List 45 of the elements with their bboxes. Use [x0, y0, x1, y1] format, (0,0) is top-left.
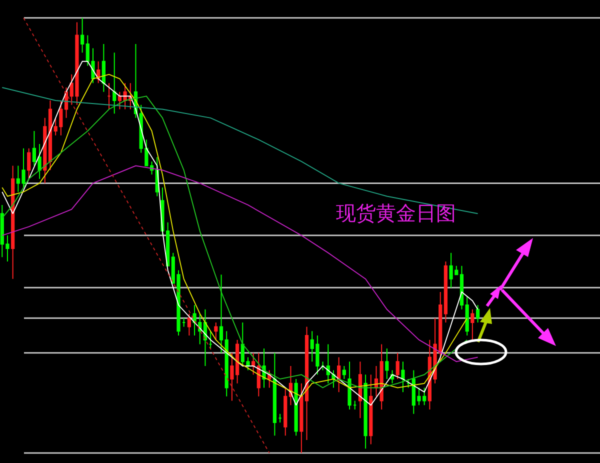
- candlestick: [27, 148, 31, 180]
- candlestick: [278, 413, 282, 424]
- candlestick: [406, 378, 410, 388]
- candlestick: [284, 387, 288, 436]
- candlestick: [252, 352, 256, 376]
- candlestick: [385, 348, 389, 380]
- candlestick: [465, 296, 469, 336]
- candlestick: [470, 308, 474, 340]
- candlestick: [396, 352, 400, 380]
- candlestick: [256, 352, 260, 397]
- candlestick: [476, 304, 480, 323]
- candlestick: [107, 82, 111, 110]
- candlestick: [203, 308, 208, 366]
- candlestick: [342, 365, 346, 380]
- candlestick: [272, 352, 276, 436]
- candlestick: [48, 100, 52, 171]
- candlestick: [187, 313, 191, 336]
- candlestick: [294, 378, 298, 436]
- candlestick: [348, 361, 352, 410]
- candlestick: [182, 318, 186, 328]
- candlestick: [369, 374, 373, 445]
- text: 现货黄金日图: [336, 200, 456, 225]
- candlestick: [118, 91, 122, 110]
- candlestick: [112, 52, 116, 114]
- candlestick: [364, 374, 368, 450]
- candlestick: [380, 344, 384, 410]
- candlestick: [300, 382, 304, 454]
- candlestick: [11, 165, 15, 280]
- candlestick: [460, 265, 464, 310]
- candlestick: [401, 361, 405, 393]
- candlestick: [43, 117, 47, 184]
- candlestick: [224, 330, 228, 397]
- candlestick: [214, 322, 218, 340]
- candlestick: [444, 261, 448, 323]
- candlestick: [358, 361, 362, 419]
- candlestick: [304, 326, 309, 440]
- candlestick: [374, 365, 378, 397]
- candlestick: [80, 17, 84, 54]
- candlestick: [353, 400, 357, 410]
- candlestick: [337, 356, 341, 393]
- candlestick: [320, 361, 325, 371]
- candlestick: [102, 43, 106, 92]
- candlestick: [268, 370, 272, 388]
- candlestick: [208, 330, 212, 350]
- candlestick: [219, 274, 224, 354]
